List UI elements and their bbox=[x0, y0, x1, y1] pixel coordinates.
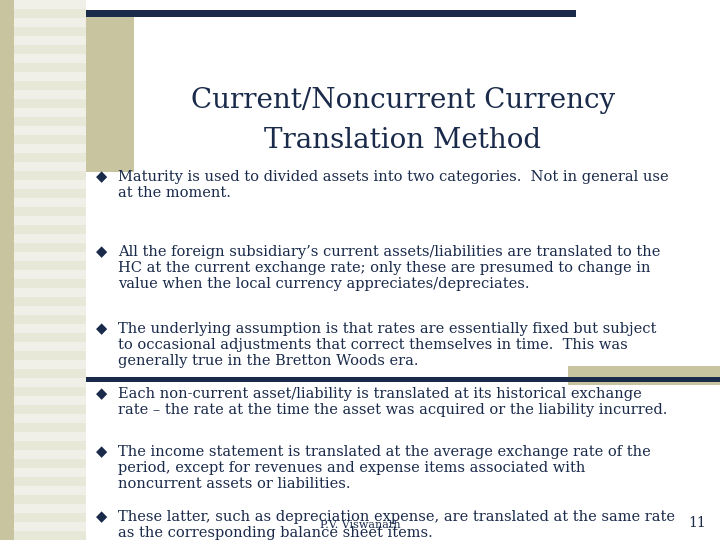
Bar bbox=[14, 387, 86, 396]
Bar bbox=[14, 369, 86, 378]
Bar bbox=[14, 504, 86, 513]
Bar bbox=[14, 468, 86, 477]
Bar bbox=[14, 225, 86, 234]
Bar bbox=[14, 126, 86, 135]
Bar bbox=[14, 117, 86, 126]
Bar bbox=[14, 198, 86, 207]
Bar bbox=[14, 324, 86, 333]
Text: The income statement is translated at the average exchange rate of the
period, e: The income statement is translated at th… bbox=[118, 445, 651, 491]
Bar bbox=[14, 279, 86, 288]
Bar bbox=[14, 378, 86, 387]
Bar bbox=[14, 432, 86, 441]
Bar bbox=[14, 252, 86, 261]
Bar bbox=[14, 513, 86, 522]
Bar bbox=[14, 360, 86, 369]
Text: ◆: ◆ bbox=[96, 170, 107, 184]
Bar bbox=[14, 531, 86, 540]
Bar bbox=[14, 495, 86, 504]
Text: P.V. Viswanath: P.V. Viswanath bbox=[320, 520, 400, 530]
Bar bbox=[14, 405, 86, 414]
Bar bbox=[14, 63, 86, 72]
Text: ◆: ◆ bbox=[96, 510, 107, 524]
Bar bbox=[14, 162, 86, 171]
Bar bbox=[14, 261, 86, 270]
Text: ◆: ◆ bbox=[96, 445, 107, 459]
Bar bbox=[14, 243, 86, 252]
Bar bbox=[14, 36, 86, 45]
Bar bbox=[14, 234, 86, 243]
Bar bbox=[14, 423, 86, 432]
Text: Maturity is used to divided assets into two categories.  Not in general use
at t: Maturity is used to divided assets into … bbox=[118, 170, 669, 200]
Bar bbox=[14, 171, 86, 180]
Text: ◆: ◆ bbox=[96, 245, 107, 259]
Bar bbox=[86, 10, 576, 17]
Bar bbox=[14, 486, 86, 495]
Bar bbox=[14, 189, 86, 198]
Bar bbox=[0, 0, 14, 540]
Bar bbox=[14, 27, 86, 36]
Bar bbox=[14, 396, 86, 405]
Text: Each non-current asset/liability is translated at its historical exchange
rate –: Each non-current asset/liability is tran… bbox=[118, 387, 667, 417]
Bar bbox=[14, 45, 86, 54]
Text: ◆: ◆ bbox=[96, 322, 107, 336]
Bar bbox=[14, 0, 86, 9]
Bar bbox=[14, 351, 86, 360]
Bar bbox=[14, 315, 86, 324]
Bar bbox=[14, 54, 86, 63]
Bar bbox=[14, 9, 86, 18]
Bar bbox=[14, 297, 86, 306]
Bar bbox=[14, 342, 86, 351]
Text: 11: 11 bbox=[688, 516, 706, 530]
Bar bbox=[14, 522, 86, 531]
Bar bbox=[14, 81, 86, 90]
Bar bbox=[568, 366, 720, 385]
Bar bbox=[14, 270, 86, 279]
Bar bbox=[86, 377, 720, 382]
Text: The underlying assumption is that rates are essentially fixed but subject
to occ: The underlying assumption is that rates … bbox=[118, 322, 657, 368]
Bar bbox=[14, 144, 86, 153]
Bar bbox=[14, 207, 86, 216]
Text: All the foreign subsidiary’s current assets/liabilities are translated to the
HC: All the foreign subsidiary’s current ass… bbox=[118, 245, 660, 292]
Bar bbox=[14, 18, 86, 27]
Bar bbox=[14, 180, 86, 189]
Bar bbox=[14, 288, 86, 297]
Text: These latter, such as depreciation expense, are translated at the same rate
as t: These latter, such as depreciation expen… bbox=[118, 510, 675, 540]
Bar bbox=[14, 333, 86, 342]
Bar bbox=[14, 135, 86, 144]
Bar bbox=[14, 441, 86, 450]
Bar bbox=[14, 153, 86, 162]
Bar bbox=[14, 108, 86, 117]
Bar bbox=[14, 414, 86, 423]
Bar bbox=[14, 306, 86, 315]
Text: Current/Noncurrent Currency: Current/Noncurrent Currency bbox=[191, 86, 615, 113]
Bar bbox=[14, 99, 86, 108]
Bar bbox=[14, 477, 86, 486]
Bar bbox=[14, 90, 86, 99]
Bar bbox=[14, 72, 86, 81]
Bar bbox=[14, 459, 86, 468]
Text: ◆: ◆ bbox=[96, 387, 107, 401]
Bar bbox=[86, 10, 134, 172]
Bar bbox=[14, 216, 86, 225]
Text: Translation Method: Translation Method bbox=[264, 126, 541, 153]
Bar bbox=[14, 450, 86, 459]
